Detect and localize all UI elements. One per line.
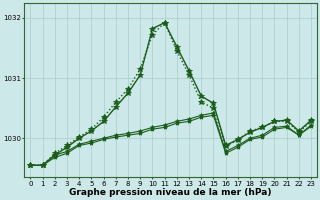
X-axis label: Graphe pression niveau de la mer (hPa): Graphe pression niveau de la mer (hPa) [69, 188, 272, 197]
